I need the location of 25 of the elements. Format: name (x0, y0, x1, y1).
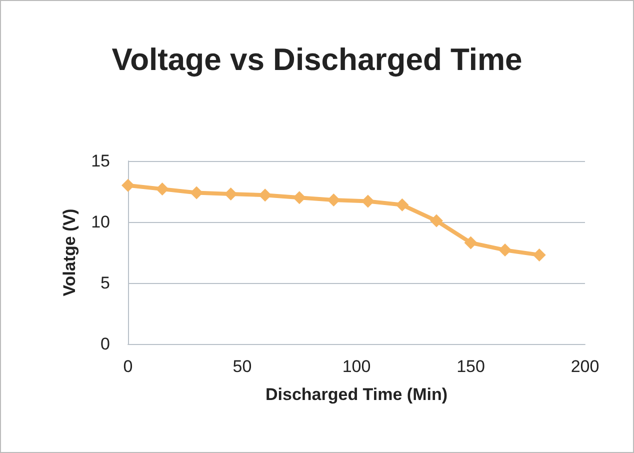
x-tick-label: 150 (456, 357, 485, 376)
x-axis-title: Discharged Time (Min) (266, 385, 448, 404)
point (396, 198, 409, 212)
chart-title: Voltage vs Discharged Time (112, 42, 522, 77)
point (532, 248, 546, 262)
point (190, 186, 204, 200)
x-tick-label: 200 (570, 357, 600, 376)
y-tick-label: 0 (100, 334, 110, 354)
y-tick-label: 10 (91, 212, 110, 232)
x-tick-label: 0 (123, 357, 133, 376)
y-tick-label: 15 (91, 152, 110, 170)
x-tick-label: 50 (232, 357, 252, 376)
point (327, 194, 340, 207)
point (361, 194, 374, 208)
point (292, 191, 306, 204)
point (464, 236, 478, 250)
point (258, 188, 272, 202)
y-axis-title: Volatge (V) (60, 208, 79, 296)
point (498, 244, 512, 257)
point (156, 182, 169, 196)
x-tick-label: 100 (342, 357, 371, 376)
point (224, 187, 238, 200)
point (122, 178, 134, 192)
point (430, 214, 443, 228)
y-tick-label: 5 (100, 274, 110, 292)
